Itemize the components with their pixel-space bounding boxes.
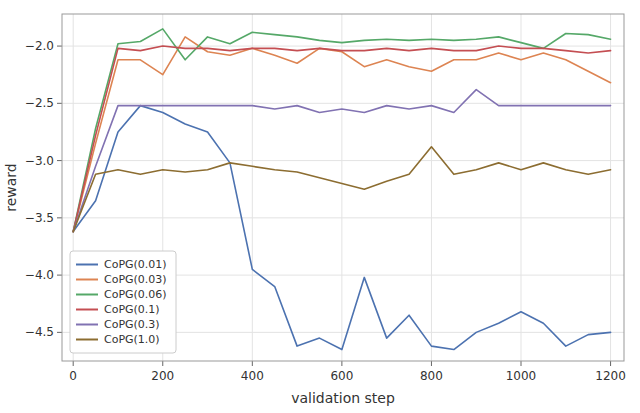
tick-label: 800 bbox=[420, 369, 443, 383]
legend-swatch bbox=[76, 339, 98, 341]
tick-label: −3.0 bbox=[25, 154, 54, 168]
tick-mark bbox=[57, 103, 62, 104]
tick-mark bbox=[521, 361, 522, 366]
plot-background bbox=[62, 14, 624, 361]
tick-mark bbox=[57, 217, 62, 218]
legend-swatch bbox=[76, 264, 98, 266]
axes: −2.0 −2.5 −3.0 −3.5 −4.0 −4.5 0 200 400 600 800 100… bbox=[25, 14, 626, 383]
grid-line bbox=[62, 217, 624, 218]
series-line bbox=[73, 147, 610, 232]
grid-line bbox=[431, 14, 432, 361]
grid-line bbox=[341, 14, 342, 361]
tick-label: −2.0 bbox=[25, 39, 54, 53]
plot-frame bbox=[62, 14, 624, 361]
legend-swatch bbox=[76, 324, 98, 326]
grid-line bbox=[610, 14, 611, 361]
tick-label: −2.5 bbox=[25, 96, 54, 110]
legend-swatch bbox=[76, 279, 98, 281]
tick-label: 1000 bbox=[506, 369, 537, 383]
tick-mark bbox=[610, 361, 611, 366]
tick-label: 1200 bbox=[595, 369, 626, 383]
legend-label: CoPG(0.1) bbox=[104, 303, 160, 316]
tick-mark bbox=[431, 361, 432, 366]
grid-line bbox=[62, 46, 624, 47]
tick-label: −3.5 bbox=[25, 211, 54, 225]
grid-line bbox=[62, 103, 624, 104]
tick-mark bbox=[162, 361, 163, 366]
grid bbox=[62, 14, 624, 361]
series-line bbox=[73, 90, 610, 232]
series-line bbox=[73, 37, 610, 232]
legend-label: CoPG(1.0) bbox=[104, 333, 160, 346]
legend-swatch bbox=[76, 309, 98, 311]
chart: −2.0 −2.5 −3.0 −3.5 −4.0 −4.5 0 200 400 600 800 100… bbox=[0, 0, 640, 413]
tick-label: 600 bbox=[330, 369, 353, 383]
legend-swatch bbox=[76, 294, 98, 296]
grid-line bbox=[252, 14, 253, 361]
series-line bbox=[73, 46, 610, 232]
tick-mark bbox=[341, 361, 342, 366]
tick-mark bbox=[57, 275, 62, 276]
tick-label: −4.5 bbox=[25, 325, 54, 339]
legend: CoPG(0.01) CoPG(0.03) CoPG(0.06) CoPG(0.1) C… bbox=[70, 251, 176, 353]
tick-mark bbox=[252, 361, 253, 366]
legend-label: CoPG(0.01) bbox=[104, 258, 167, 271]
grid-line bbox=[521, 14, 522, 361]
grid-line bbox=[62, 160, 624, 161]
tick-mark bbox=[57, 332, 62, 333]
x-axis-label: validation step bbox=[291, 390, 395, 406]
tick-mark bbox=[57, 160, 62, 161]
y-axis-label: reward bbox=[3, 163, 19, 212]
series-line bbox=[73, 29, 610, 232]
tick-label: 400 bbox=[241, 369, 264, 383]
legend-label: CoPG(0.06) bbox=[104, 288, 167, 301]
tick-label: 200 bbox=[151, 369, 174, 383]
tick-mark bbox=[73, 361, 74, 366]
tick-mark bbox=[57, 46, 62, 47]
legend-label: CoPG(0.3) bbox=[104, 318, 160, 331]
tick-label: 0 bbox=[69, 369, 77, 383]
legend-label: CoPG(0.03) bbox=[104, 273, 167, 286]
tick-label: −4.0 bbox=[25, 268, 54, 282]
series-line bbox=[73, 106, 610, 350]
legend-box bbox=[70, 251, 176, 353]
